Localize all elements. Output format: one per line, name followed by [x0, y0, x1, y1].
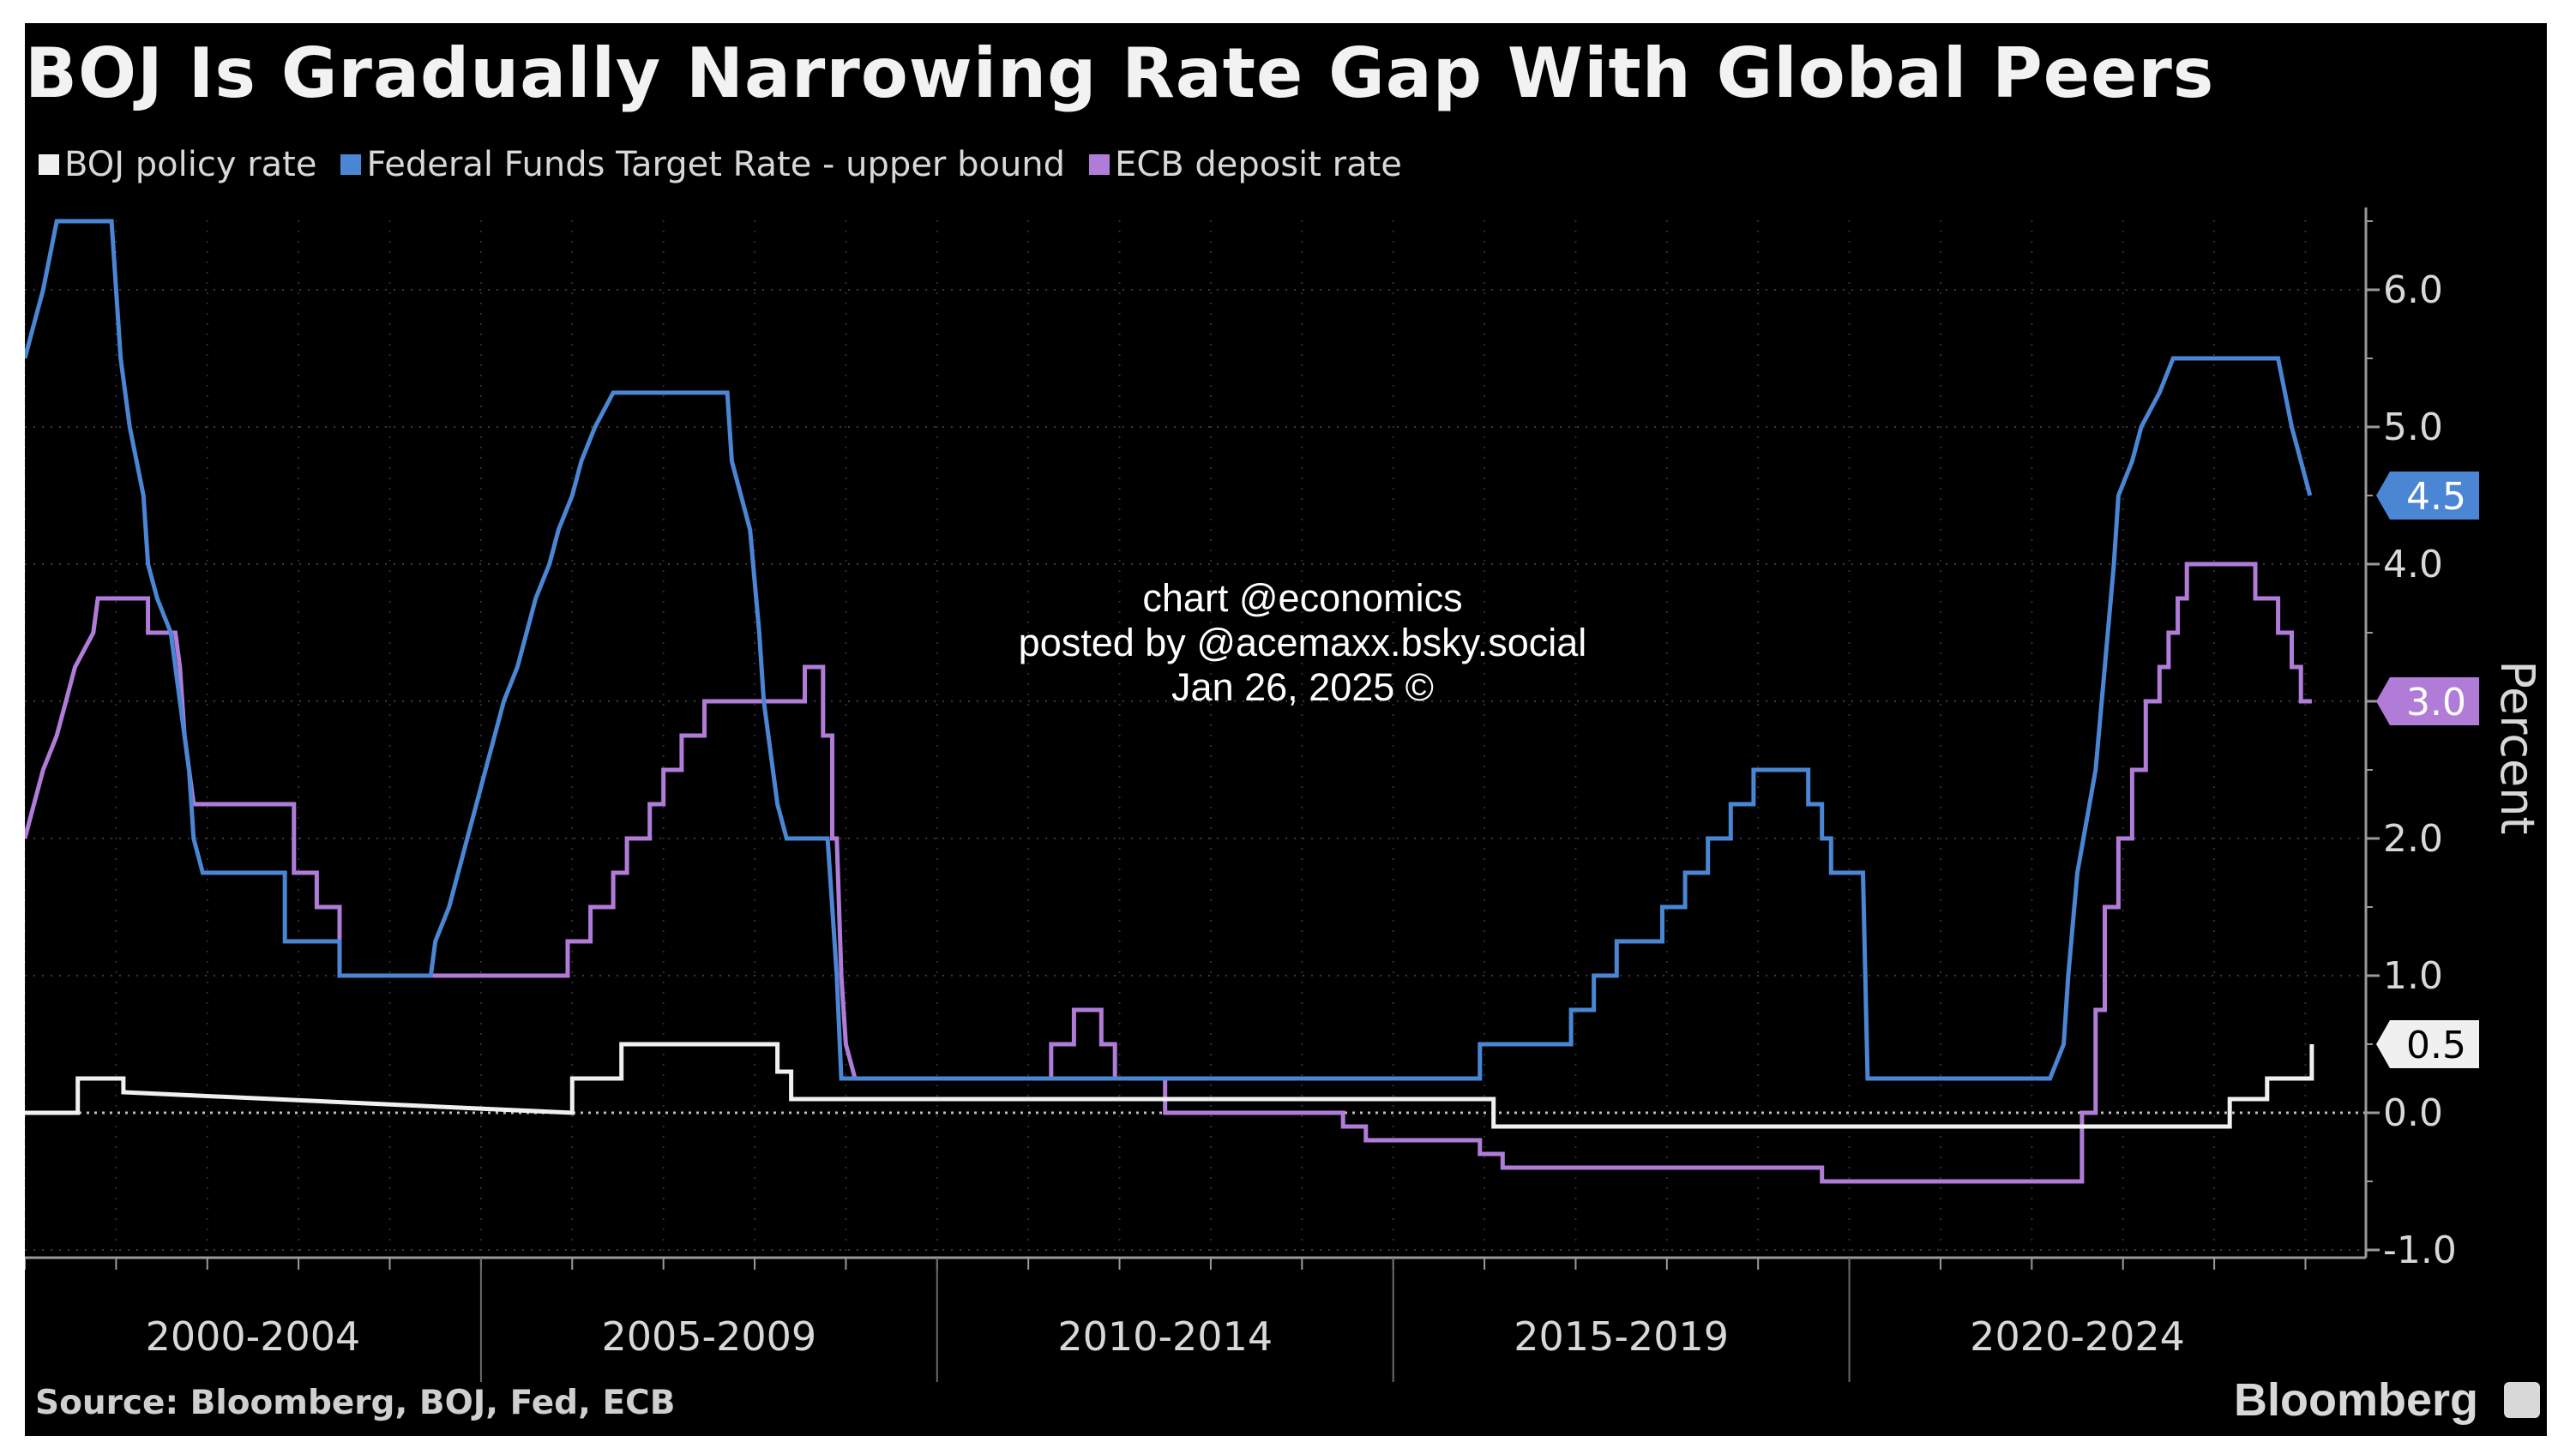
x-group-label: 2000-2004	[146, 1313, 361, 1360]
y-tick-label: -1.0	[2383, 1229, 2457, 1272]
chart-title: BOJ Is Gradually Narrowing Rate Gap With…	[25, 33, 2215, 113]
bloomberg-icon	[2504, 1382, 2540, 1418]
chart-panel: 2000-2004 2005-2009 2010-2014 2015-2019 2020…	[25, 23, 2547, 1436]
series-line-ecb	[25, 562, 2312, 1184]
source-note: Source: Bloomberg, BOJ, Fed, ECB	[35, 1384, 676, 1422]
legend-item-fed[interactable]: Federal Funds Target Rate - upper bound	[340, 145, 1065, 184]
y-tick-label: 4.0	[2383, 543, 2443, 586]
x-group-label: 2020-2024	[1970, 1313, 2185, 1360]
x-group-label: 2010-2014	[1057, 1313, 1273, 1360]
watermark-text: chart @economics posted by @acemaxx.bsky…	[917, 576, 1688, 710]
legend-label-ecb: ECB deposit rate	[1115, 145, 1402, 184]
legend-item-ecb[interactable]: ECB deposit rate	[1089, 145, 1402, 184]
legend-swatch-ecb	[1089, 154, 1110, 175]
legend-item-boj[interactable]: BOJ policy rate	[39, 145, 316, 184]
watermark-line-3: Jan 26, 2025 ©	[1171, 665, 1434, 709]
value-tag-fed	[2376, 472, 2479, 520]
y-tick-label: 5.0	[2383, 406, 2443, 449]
watermark-line-2: posted by @acemaxx.bsky.social	[1018, 621, 1587, 664]
legend-swatch-fed	[340, 154, 362, 175]
legend-label-boj: BOJ policy rate	[64, 145, 317, 184]
x-group-label: 2005-2009	[601, 1313, 816, 1360]
value-tag-label-boj: 0.5	[2406, 1024, 2466, 1067]
y-tick-label: 0.0	[2383, 1091, 2443, 1135]
y-axis-title: Percent	[2490, 660, 2544, 834]
plot-area: 2000-2004 2005-2009 2010-2014 2015-2019 2020…	[25, 207, 2544, 1382]
bloomberg-logo: Bloomberg	[2233, 1374, 2478, 1426]
legend-label-fed: Federal Funds Target Rate - upper bound	[366, 145, 1066, 184]
series-line-fed	[25, 219, 2313, 1081]
x-group-label: 2015-2019	[1514, 1313, 1729, 1360]
series-line-boj	[25, 1042, 2314, 1129]
watermark-line-1: chart @economics	[1142, 576, 1463, 620]
value-tag-ecb	[2376, 677, 2479, 725]
value-tag-label-fed: 4.5	[2406, 475, 2466, 519]
legend-swatch-boj	[39, 154, 59, 175]
legend: BOJ policy rate Federal Funds Target Rat…	[39, 145, 1402, 184]
y-tick-label: 6.0	[2383, 268, 2443, 312]
value-tag-boj	[2376, 1020, 2479, 1068]
y-tick-label: 1.0	[2383, 954, 2443, 998]
y-tick-label: 2.0	[2383, 817, 2443, 861]
value-tag-label-ecb: 3.0	[2406, 681, 2466, 724]
